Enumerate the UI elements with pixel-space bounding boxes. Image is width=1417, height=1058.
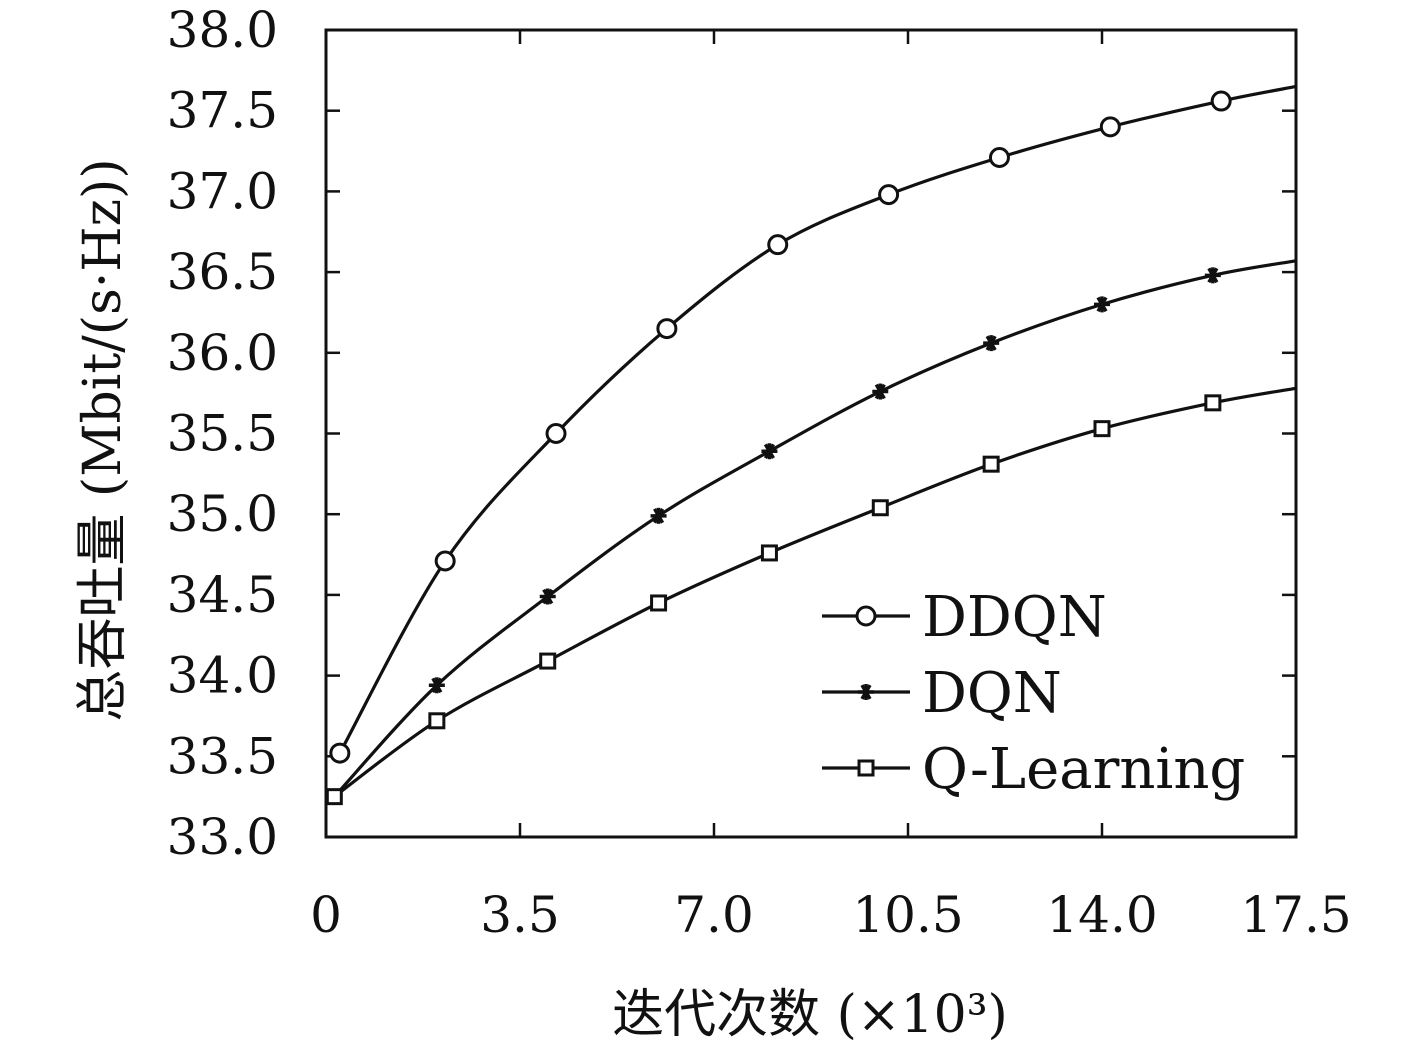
data-point-ddqn — [1099, 116, 1121, 138]
legend-label: Q-Learning — [922, 737, 1245, 802]
y-axis-title: 总吞吐量 (Mbit/(s·Hz)) — [73, 158, 133, 721]
x-axis-title: 迭代次数 (×10³) — [612, 985, 1008, 1045]
data-point-q-learning — [760, 544, 778, 562]
data-point-ddqn — [434, 550, 456, 572]
data-point-dqn — [650, 507, 667, 524]
legend-label: DDQN — [922, 585, 1107, 650]
data-point-dqn — [1094, 296, 1110, 313]
y-tick-label: 38.0 — [167, 1, 278, 59]
legend-marker — [857, 759, 875, 777]
legend: DDQN DQN Q-Learning — [822, 585, 1245, 802]
plot-frame — [324, 28, 1298, 839]
data-point-dqn — [428, 677, 445, 694]
data-point-q-learning — [428, 712, 446, 730]
data-point-q-learning — [982, 455, 1000, 473]
x-tick-label: 10.5 — [852, 886, 963, 944]
data-point-dqn — [983, 335, 1000, 352]
y-tick-label: 33.0 — [167, 808, 278, 866]
data-point-ddqn — [878, 184, 900, 206]
data-point-ddqn — [329, 742, 351, 764]
x-tick-label: 17.5 — [1240, 886, 1351, 944]
data-point-dqn — [872, 383, 889, 400]
data-point-ddqn — [656, 318, 678, 340]
x-tick-label: 0 — [310, 886, 342, 944]
x-tick-label: 3.5 — [480, 886, 560, 944]
data-point-ddqn — [988, 147, 1010, 169]
series-line-q-learning — [333, 386, 1297, 798]
y-tick-label: 37.5 — [167, 82, 278, 140]
series-line-dqn — [333, 259, 1297, 798]
data-point-q-learning — [325, 788, 343, 806]
data-point-ddqn — [767, 234, 789, 256]
legend-marker — [855, 605, 877, 627]
data-point-q-learning — [650, 594, 668, 612]
y-tick-label: 36.0 — [167, 324, 278, 382]
data-point-q-learning — [1204, 394, 1222, 412]
data-point-dqn — [761, 443, 778, 460]
x-tick-label: 7.0 — [674, 886, 754, 944]
y-tick-label: 36.5 — [167, 243, 278, 301]
y-tick-label: 37.0 — [167, 162, 278, 220]
y-tick-label: 34.0 — [167, 647, 278, 705]
y-tick-label: 34.5 — [167, 566, 278, 624]
data-point-q-learning — [539, 652, 557, 670]
series-line-ddqn — [338, 84, 1297, 754]
x-tick-label: 14.0 — [1046, 886, 1157, 944]
y-tick-label: 35.0 — [167, 485, 278, 543]
data-point-q-learning — [871, 499, 889, 517]
y-tick-label: 35.5 — [167, 405, 278, 463]
data-point-dqn — [539, 588, 556, 605]
legend-label: DQN — [922, 661, 1062, 726]
legend-marker — [858, 684, 874, 700]
data-point-dqn — [1204, 267, 1221, 284]
data-point-q-learning — [1093, 420, 1111, 438]
y-tick-label: 33.5 — [167, 727, 278, 785]
data-point-ddqn — [1210, 90, 1232, 112]
data-point-ddqn — [545, 423, 567, 444]
